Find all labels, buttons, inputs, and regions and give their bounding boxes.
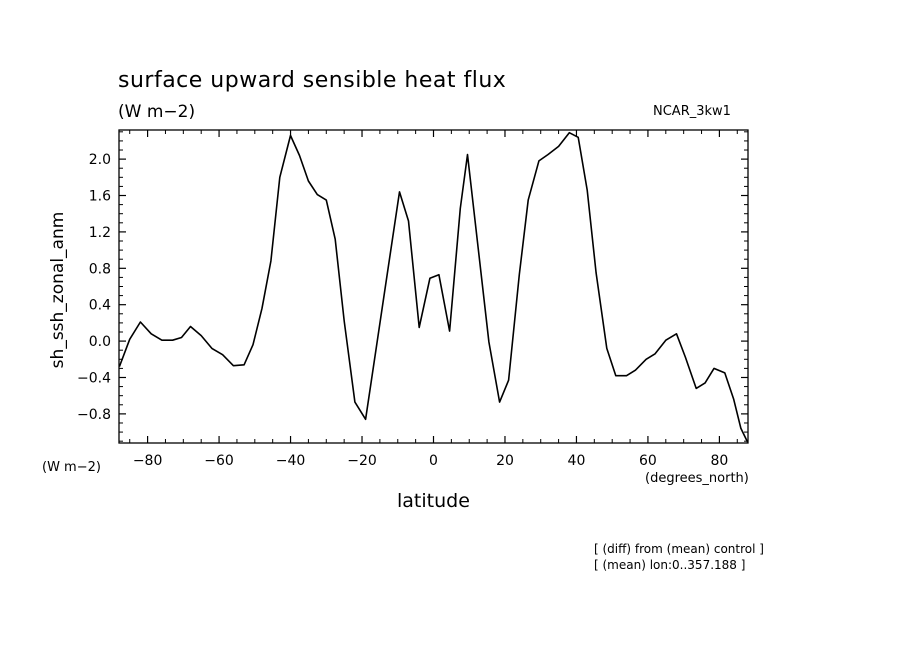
x-tick-label: 40 (568, 453, 586, 469)
y-tick-label: 1.6 (89, 189, 111, 205)
x-tick-label: −20 (347, 453, 377, 469)
x-tick-label: 0 (429, 453, 438, 469)
y-tick-label: −0.8 (77, 407, 111, 423)
chart-title: surface upward sensible heat flux (118, 68, 507, 93)
x-tick-label: −40 (276, 453, 306, 469)
note-mean: [ (mean) lon:0..357.188 ] (594, 558, 746, 572)
x-tick-label: −80 (133, 453, 163, 469)
model-label: NCAR_3kw1 (653, 104, 731, 119)
x-tick-label: 60 (639, 453, 657, 469)
y-tick-label: 0.4 (89, 298, 111, 314)
x-axis-ticks: −80 −60 −40 −20 0 20 40 60 80 (129, 130, 738, 469)
series-line (118, 131, 749, 443)
x-axis-label: latitude (397, 490, 470, 512)
plot-frame (118, 129, 749, 444)
x-tick-label: 20 (496, 453, 514, 469)
y-axis-units: (W m−2) (42, 460, 101, 475)
y-tick-label: −0.4 (77, 370, 111, 386)
note-diff: [ (diff) from (mean) control ] (594, 542, 764, 556)
y-tick-label: 1.2 (89, 225, 111, 241)
y-tick-label: 2.0 (89, 152, 111, 168)
y-axis-ticks: −0.8 −0.4 0.0 0.4 0.8 1.2 1.6 2.0 (77, 131, 748, 442)
x-tick-label: 80 (710, 453, 728, 469)
y-tick-label: 0.8 (89, 261, 111, 277)
x-tick-label: −60 (204, 453, 234, 469)
chart-units: (W m−2) (118, 102, 196, 122)
x-axis-units: (degrees_north) (645, 471, 749, 486)
y-tick-label: 0.0 (89, 334, 111, 350)
y-axis-label: sh_ssh_zonal_anm (48, 211, 68, 369)
